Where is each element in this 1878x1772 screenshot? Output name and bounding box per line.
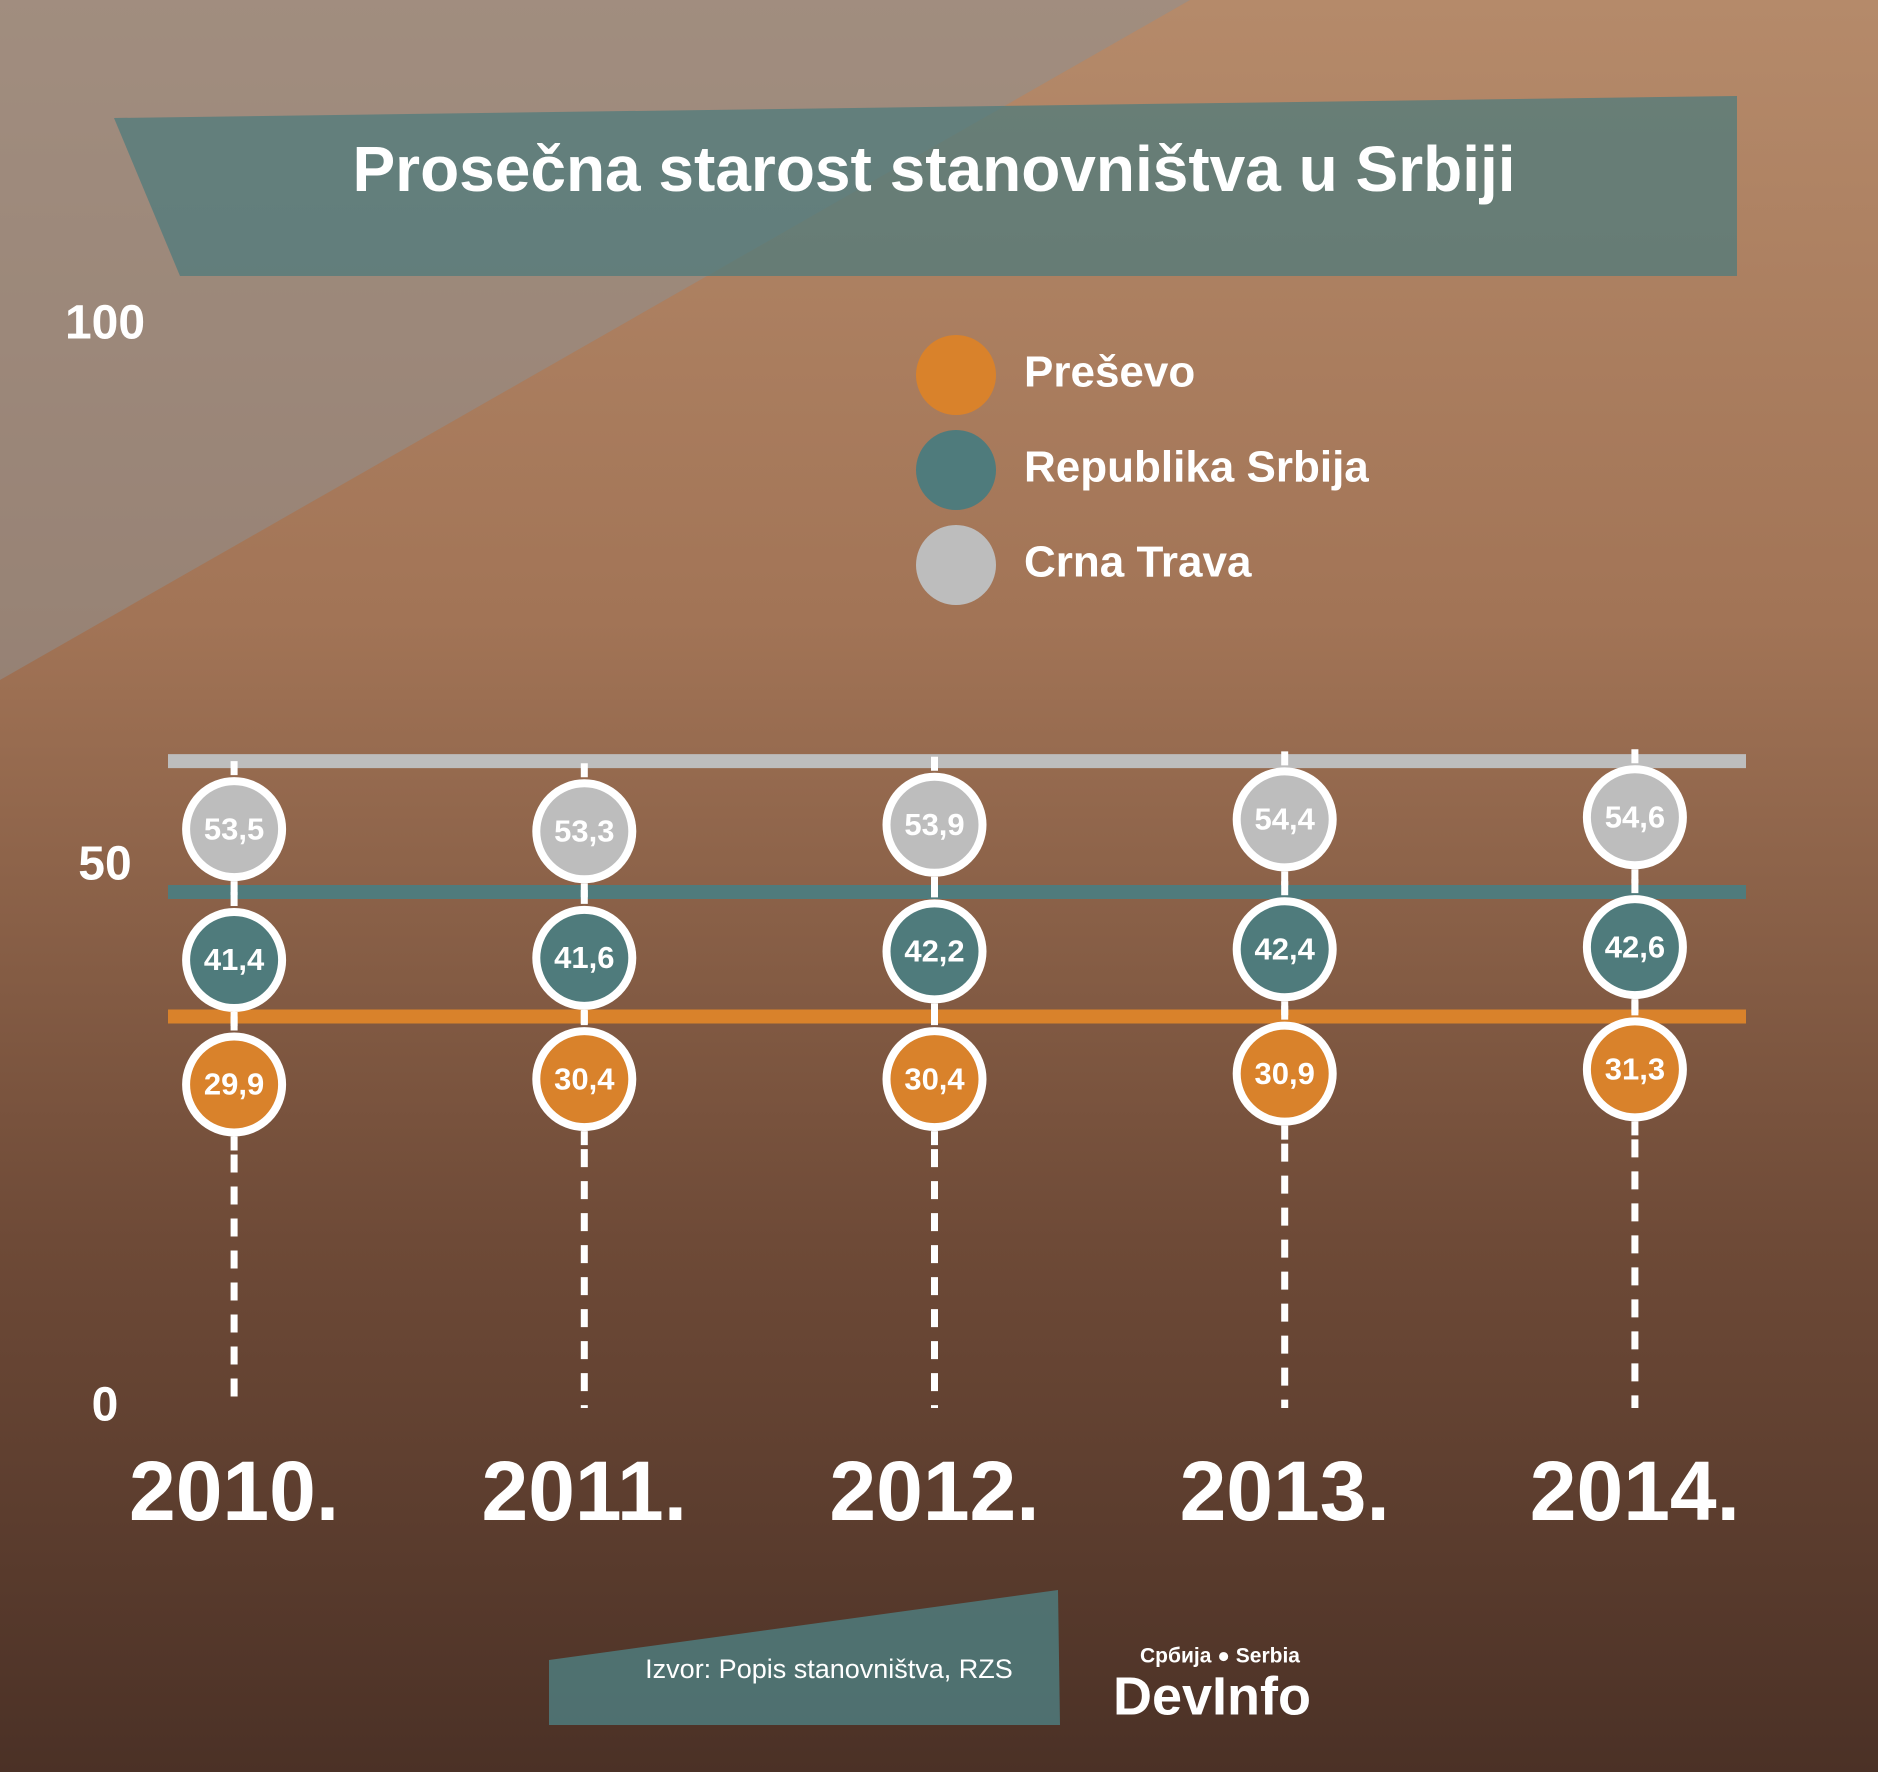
x-tick-label: 2013. (1180, 1444, 1390, 1538)
value-label: 54,4 (1255, 802, 1316, 837)
value-label: 30,4 (904, 1061, 965, 1096)
legend-label: Crna Trava (1024, 538, 1252, 587)
legend-swatch (916, 335, 996, 415)
dot (882, 899, 987, 1004)
value-label: 42,4 (1255, 931, 1316, 966)
value-label: 53,5 (204, 811, 264, 846)
dot (882, 1027, 987, 1132)
legend-label: Preševo (1024, 348, 1195, 397)
source-banner (549, 1590, 1060, 1725)
dot (532, 905, 637, 1010)
value-label: 30,9 (1255, 1056, 1315, 1091)
y-tick-label: 100 (65, 297, 145, 350)
value-label: 54,6 (1605, 799, 1665, 834)
dot (532, 1027, 637, 1132)
dot (1582, 1017, 1687, 1122)
value-label: 30,4 (554, 1061, 615, 1096)
chart-title: Prosečna starost stanovništva u Srbiji (352, 133, 1515, 205)
dot (1232, 767, 1337, 872)
value-label: 41,4 (204, 942, 265, 977)
dot (1232, 1021, 1337, 1126)
dot (1582, 895, 1687, 1000)
source: Izvor: Popis stanovništva, RZS (645, 1654, 1013, 1684)
logo-tagline: Србија ● Serbia (1140, 1645, 1300, 1668)
y-tick-label: 50 (78, 838, 131, 891)
value-label: 53,9 (904, 807, 964, 842)
value-label: 41,6 (554, 940, 614, 975)
dot (182, 908, 287, 1013)
y-tick-label: 0 (92, 1379, 119, 1432)
value-label: 31,3 (1605, 1052, 1665, 1087)
dot (882, 772, 987, 877)
dot (1232, 897, 1337, 1002)
x-tick-label: 2012. (829, 1444, 1039, 1538)
x-tick-label: 2010. (129, 1444, 339, 1538)
dot (182, 1032, 287, 1137)
value-label: 29,9 (204, 1067, 264, 1102)
dot (1582, 765, 1687, 870)
x-tick-label: 2011. (482, 1444, 688, 1538)
title-banner (114, 96, 1737, 276)
value-label: 42,2 (904, 934, 964, 969)
legend-label: Republika Srbija (1024, 443, 1369, 492)
legend-swatch (916, 430, 996, 510)
dot (182, 777, 287, 882)
legend-swatch (916, 525, 996, 605)
value-label: 42,6 (1605, 929, 1665, 964)
x-tick-label: 2014. (1530, 1444, 1740, 1538)
logo-name: DevInfo (1113, 1666, 1311, 1726)
value-label: 53,3 (554, 813, 614, 848)
dot (532, 779, 637, 884)
